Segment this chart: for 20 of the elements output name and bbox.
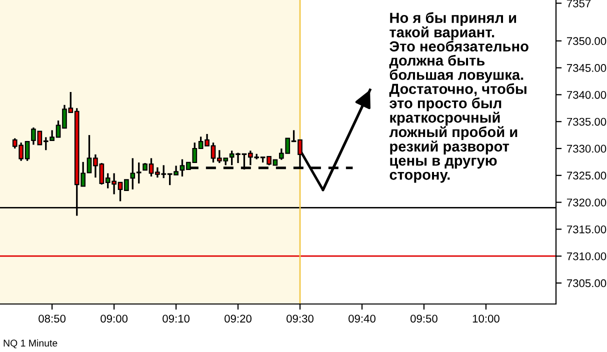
- y-tick-label: 7310.00: [566, 252, 606, 260]
- x-tick-label: 09:30: [286, 314, 314, 323]
- x-tick-label: 10:00: [472, 314, 500, 323]
- text: NQ 1 Minute: [4, 339, 58, 348]
- x-tick-label: 08:50: [38, 314, 66, 323]
- y-tick-label: 7340.00: [566, 90, 606, 99]
- y-tick-label: 7330.00: [566, 144, 606, 153]
- y-tick-label: 7320.00: [566, 198, 606, 206]
- y-tick-label: 7350.00: [566, 37, 606, 46]
- y-tick-label: 7345.00: [566, 64, 606, 72]
- x-tick-label: 09:50: [410, 314, 438, 323]
- x-tick-label: 09:10: [162, 314, 190, 323]
- text: Но я бы принял и такой вариант. Это необязательно должна быть большая ловушка. Достаточно, чтобы это просто был краткосрочный ложный пробой и резкий разворот цены в другую сторону.: [389, 12, 528, 183]
- x-tick-label: 09:40: [348, 314, 376, 323]
- y-tick-label: 7315.00: [566, 225, 606, 234]
- x-tick-label: 09:00: [100, 314, 128, 323]
- y-tick-label: 7325.00: [566, 172, 606, 180]
- y-tick-label: 7305.00: [566, 279, 606, 288]
- y-tick-label: 7335.00: [566, 118, 606, 126]
- x-tick-label: 09:20: [224, 314, 252, 323]
